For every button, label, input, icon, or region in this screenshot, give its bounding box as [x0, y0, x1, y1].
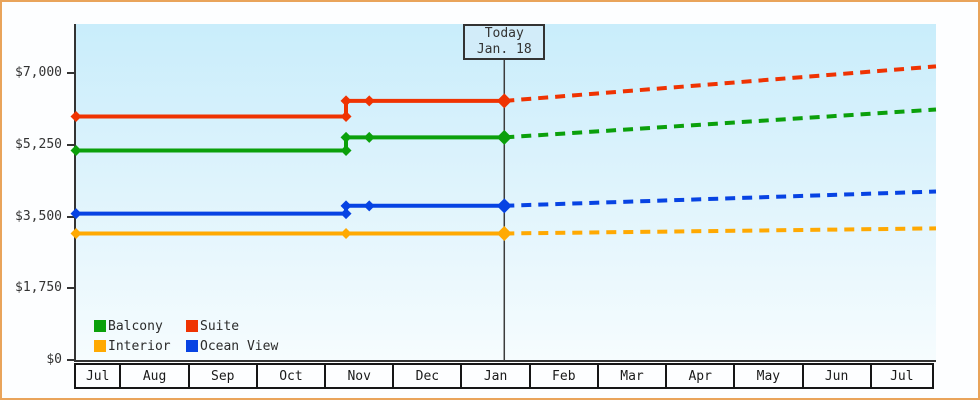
legend-swatch [94, 320, 106, 332]
series-interior-projection [504, 226, 937, 236]
month-cell-mar: Mar [599, 365, 668, 387]
month-cell-sep: Sep [190, 365, 258, 387]
month-cell-aug: Aug [121, 365, 190, 387]
series-suite-projection [504, 64, 937, 103]
series-ocean-view-today-marker [496, 198, 512, 214]
series-balcony-line [76, 135, 505, 153]
series-interior-marker [340, 228, 352, 240]
today-date: Jan. 18 [476, 42, 532, 57]
chart-canvas [70, 58, 937, 360]
series-interior-today-marker [496, 226, 512, 242]
series-ocean-view-marker [363, 200, 375, 212]
y-tick-label: $0 [46, 352, 62, 367]
month-cell-oct: Oct [258, 365, 327, 387]
today-annotation-box: Today Jan. 18 [463, 24, 546, 60]
legend-swatch [186, 340, 198, 352]
series-balcony-marker [363, 131, 375, 143]
month-cell-may: May [735, 365, 804, 387]
series-balcony-marker [340, 131, 352, 143]
legend-swatch [94, 340, 106, 352]
today-label: Today [484, 26, 524, 41]
legend-label: Suite [200, 318, 240, 334]
series-suite-marker [363, 95, 375, 107]
month-cell-dec: Dec [394, 365, 463, 387]
y-tick-mark [67, 215, 74, 218]
series-suite-marker [340, 110, 352, 122]
month-cell-jul: Jul [890, 368, 914, 384]
month-cell-apr: Apr [667, 365, 736, 387]
series-suite-line [76, 98, 505, 119]
legend-label: Balcony [108, 318, 163, 334]
month-cell-nov: Nov [326, 365, 395, 387]
y-tick-mark [67, 143, 74, 146]
series-suite-marker [340, 95, 352, 107]
month-cell-jun: Jun [804, 365, 872, 387]
month-cell-feb: Feb [531, 365, 599, 387]
series-suite-marker [70, 110, 82, 122]
legend-label: Interior [108, 338, 171, 354]
y-tick-label: $7,000 [15, 65, 62, 80]
chart-legend: Balcony Suite Interior Ocean View [94, 316, 278, 356]
legend-item-interior: Interior [94, 336, 186, 356]
series-suite-today-marker [496, 93, 512, 109]
y-tick-label: $3,500 [15, 208, 62, 224]
legend-item-balcony: Balcony [94, 316, 186, 336]
legend-item-suite: Suite [186, 316, 278, 336]
series-balcony-marker [340, 144, 352, 156]
series-ocean-view-marker [340, 200, 352, 212]
month-cell-jul: Jul [76, 365, 122, 387]
y-tick-mark [67, 287, 74, 290]
y-tick-mark [67, 359, 74, 361]
plot-area: Today Jan. 18 Balcony Suite Interior Ocean … [70, 24, 937, 362]
series-balcony-projection [504, 107, 937, 140]
legend-swatch [186, 320, 198, 332]
y-tick-mark [67, 72, 74, 74]
series-ocean-view-marker [70, 208, 82, 220]
series-balcony-marker [70, 144, 82, 156]
y-tick-label: $1,750 [15, 280, 62, 296]
series-ocean-view-marker [340, 208, 352, 220]
legend-label: Ocean View [200, 338, 279, 354]
series-ocean-view-line [76, 203, 505, 216]
month-cell-jan: Jan [462, 365, 531, 387]
x-axis-month-row: Jul Aug Sep Oct Nov Dec Jan Feb Mar Apr May Jun Jul [74, 363, 934, 389]
series-ocean-view-projection [504, 189, 937, 208]
series-balcony-today-marker [496, 129, 512, 145]
series-interior-marker [70, 228, 82, 240]
legend-item-ocean-view: Ocean View [186, 336, 278, 356]
y-tick-label: $5,250 [15, 136, 62, 152]
